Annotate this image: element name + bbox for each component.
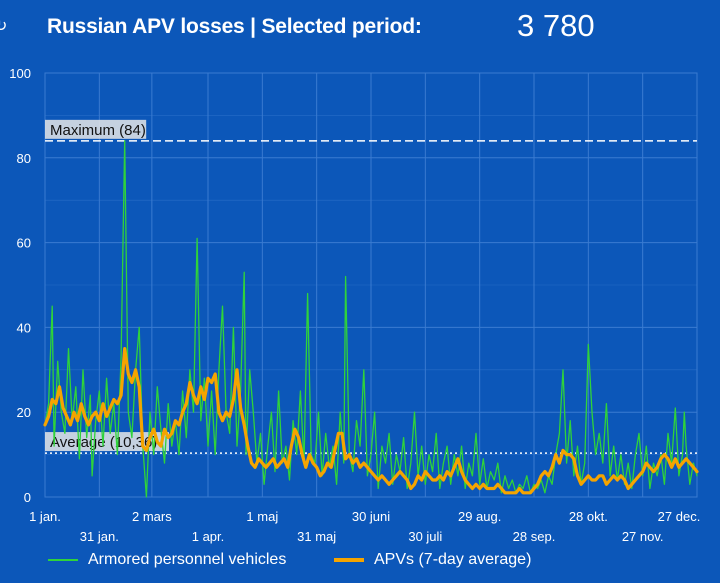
reference-label-maximum: Maximum (84) (50, 122, 146, 139)
x-tick-label-5: 31 maj (297, 529, 336, 544)
legend-label-average: APVs (7-day average) (374, 551, 532, 568)
legend-swatch-daily (48, 559, 78, 561)
x-tick-label-6: 30 juni (352, 509, 390, 524)
y-tick-label-20: 20 (17, 405, 31, 420)
legend-item-average[interactable]: APVs (7-day average) (334, 551, 531, 569)
x-tick-label-2: 2 mars (132, 509, 172, 524)
total-count: 3 780 (517, 8, 595, 43)
x-tick-label-9: 28 sep. (513, 529, 556, 544)
header: ↻ Russian APV losses | Selected period: … (0, 0, 720, 60)
y-tick-label-40: 40 (17, 320, 31, 335)
x-tick-label-3: 1 apr. (192, 529, 225, 544)
y-tick-label-100: 100 (9, 66, 31, 81)
x-tick-label-0: 1 jan. (29, 509, 61, 524)
x-tick-label-11: 27 nov. (622, 529, 664, 544)
x-tick-label-4: 1 maj (246, 509, 278, 524)
reference-label-bg-maximum (45, 119, 147, 139)
legend-item-daily[interactable]: Armored personnel vehicles (48, 551, 286, 569)
axes: 0 20 40 60 80 100 1 jan. 31 jan. 2 mars 1 apr. 1 m… (9, 66, 700, 544)
legend: Armored personnel vehicles APVs (7-day a… (0, 544, 720, 578)
y-tick-label-80: 80 (17, 151, 31, 166)
series-line-average (43, 347, 699, 495)
x-tick-label-8: 29 aug. (458, 509, 501, 524)
chart-title: Russian APV losses | Selected period: (47, 15, 422, 38)
x-tick-label-10: 28 okt. (569, 509, 608, 524)
legend-label-daily: Armored personnel vehicles (88, 551, 287, 568)
y-tick-label-0: 0 (24, 490, 31, 505)
plot-frame (44, 72, 698, 498)
x-tick-label-7: 30 juli (408, 529, 442, 544)
x-tick-label-1: 31 jan. (80, 529, 119, 544)
legend-swatch-average (334, 558, 364, 562)
y-tick-label-60: 60 (17, 236, 31, 251)
series (43, 140, 699, 498)
refresh-icon[interactable]: ↻ (0, 18, 8, 35)
reference-label-bg-average (45, 432, 169, 452)
x-tick-label-12: 27 dec. (658, 509, 701, 524)
